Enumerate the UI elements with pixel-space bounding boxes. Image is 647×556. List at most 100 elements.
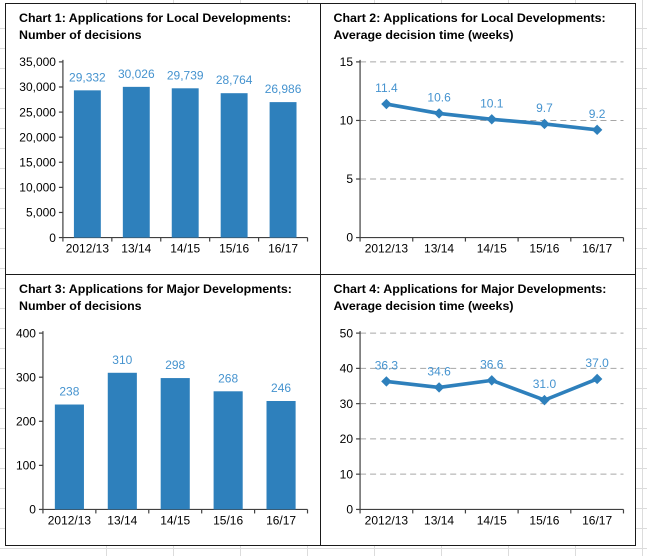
data-label: 30,026 [118, 67, 155, 81]
bar [54, 404, 84, 509]
y-tick-label: 20 [339, 432, 353, 446]
y-tick-label: 0 [346, 231, 353, 245]
x-tick-label: 13/14 [424, 513, 454, 527]
x-tick-label: 16/17 [266, 513, 296, 527]
x-tick-label: 14/15 [476, 242, 506, 256]
x-tick-label: 15/16 [529, 242, 559, 256]
chart2-title: Chart 2: Applications for Local Developm… [334, 10, 632, 44]
data-label: 28,764 [216, 73, 253, 87]
data-label: 9.2 [588, 107, 605, 121]
chart2-title-line1: Chart 2: Applications for Local Developm… [333, 11, 606, 25]
chart4-title-line1: Chart 4: Applications for Major Developm… [333, 281, 607, 296]
y-tick-label: 10 [339, 467, 353, 481]
data-label: 310 [112, 352, 132, 366]
y-tick-label: 30 [339, 396, 353, 410]
charts-grid: Chart 1: Applications for Local Developm… [5, 3, 636, 546]
bar [73, 90, 101, 238]
chart1-title-line1: Chart 1: Applications for Local Developm… [19, 11, 292, 25]
chart4-title: Chart 4: Applications for Major Developm… [334, 281, 632, 315]
data-label: 238 [59, 384, 79, 398]
x-tick-label: 2012/13 [66, 242, 110, 256]
y-tick-label: 50 [339, 326, 353, 340]
chart4-title-line2: Average decision time (weeks) [333, 298, 514, 313]
chart3-plot-area: 0 100 200 300 400 2012/13 13/14 14/15 15/16 16/17… [16, 326, 309, 527]
marker-diamond [486, 374, 497, 386]
y-tick-label: 40 [339, 361, 353, 375]
y-tick-label: 10,000 [19, 181, 56, 195]
data-label: 268 [218, 371, 238, 385]
x-tick-label: 14/15 [476, 513, 506, 527]
chart4-plot-area: 0 10 20 30 40 50 2012/13 13/14 14/15 15/16 16/17 36… [339, 326, 624, 527]
y-tick-label: 0 [346, 502, 353, 516]
x-tick-label: 16/17 [582, 513, 612, 527]
marker-diamond [591, 373, 602, 384]
bar [107, 372, 137, 509]
y-tick-label: 5,000 [26, 206, 56, 220]
y-tick-label: 400 [16, 326, 36, 340]
data-label: 10.1 [480, 96, 504, 110]
marker-diamond [380, 98, 392, 110]
data-label: 9.7 [536, 101, 553, 115]
data-label: 36.6 [480, 357, 504, 371]
marker-diamond [486, 114, 497, 125]
chart2-plot-area: 0 5 10 15 2012/13 13/14 14/15 15/16 16/17 11.4 10.… [339, 55, 624, 256]
y-tick-label: 35,000 [19, 55, 56, 69]
chart3-panel[interactable]: Chart 3: Applications for Major Developm… [6, 274, 321, 545]
x-tick-label: 13/14 [121, 242, 151, 256]
data-label: 37.0 [585, 355, 609, 369]
chart1-plot-area: 0 5,000 10,000 15,000 20,000 25,000 30,000 35,0… [19, 55, 309, 256]
y-tick-label: 20,000 [19, 130, 56, 144]
x-tick-label: 2012/13 [364, 242, 408, 256]
bar [269, 102, 297, 238]
y-tick-label: 0 [49, 231, 56, 245]
data-label: 26,986 [265, 82, 302, 96]
data-label: 10.6 [427, 90, 451, 104]
chart1-title: Chart 1: Applications for Local Developm… [19, 10, 316, 44]
chart3-title-line1: Chart 3: Applications for Major Developm… [19, 281, 292, 296]
chart3-title-line2: Number of decisions [19, 298, 142, 313]
y-tick-label: 15,000 [19, 155, 56, 169]
data-label: 11.4 [375, 81, 398, 95]
chart3-title: Chart 3: Applications for Major Developm… [19, 281, 316, 315]
y-tick-label: 10 [339, 114, 353, 128]
x-tick-label: 14/15 [170, 242, 200, 256]
y-tick-label: 15 [339, 55, 353, 69]
y-tick-label: 25,000 [19, 105, 56, 119]
y-tick-label: 100 [16, 458, 36, 472]
chart1-panel[interactable]: Chart 1: Applications for Local Developm… [6, 4, 321, 275]
marker-diamond [538, 118, 550, 130]
bar [220, 93, 248, 238]
y-tick-label: 0 [29, 502, 36, 516]
bar [160, 377, 190, 509]
marker-diamond [591, 124, 602, 136]
chart2-panel[interactable]: Chart 2: Applications for Local Developm… [320, 4, 635, 275]
x-tick-label: 2012/13 [364, 513, 408, 527]
marker-diamond [433, 381, 444, 393]
y-tick-label: 200 [16, 414, 36, 428]
x-tick-label: 15/16 [529, 513, 559, 527]
data-label: 29,739 [167, 68, 204, 82]
y-tick-label: 30,000 [19, 80, 56, 94]
x-tick-label: 2012/13 [48, 513, 92, 527]
x-tick-label: 15/16 [219, 242, 249, 256]
data-label: 34.6 [427, 364, 451, 378]
x-tick-label: 14/15 [160, 513, 190, 527]
marker-diamond [380, 375, 392, 387]
data-label: 246 [271, 380, 291, 394]
x-tick-label: 15/16 [213, 513, 243, 527]
chart2-title-line2: Average decision time (weeks) [333, 28, 514, 42]
x-tick-label: 13/14 [424, 242, 454, 256]
data-label: 36.3 [374, 358, 398, 372]
chart1-title-line2: Number of decisions [19, 28, 142, 42]
y-tick-label: 300 [16, 370, 36, 384]
x-tick-label: 16/17 [268, 242, 298, 256]
bar [122, 86, 150, 238]
data-label: 31.0 [532, 377, 556, 391]
bar [213, 390, 243, 509]
chart4-panel[interactable]: Chart 4: Applications for Major Developm… [320, 274, 635, 545]
data-label: 29,332 [69, 70, 106, 84]
marker-diamond [433, 108, 444, 119]
y-tick-label: 5 [346, 172, 353, 186]
marker-diamond [538, 394, 550, 405]
